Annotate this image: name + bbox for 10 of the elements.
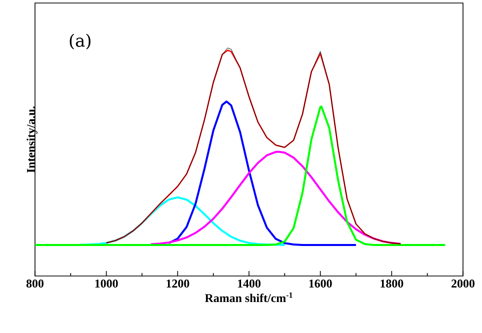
x-tick-label: 1000 — [95, 280, 118, 288]
x-tick-label: 800 — [26, 280, 44, 288]
y-axis-title: Intensity/a.u. — [26, 106, 38, 173]
x-tick-label: 1400 — [238, 280, 260, 288]
x-tick-label: 1600 — [309, 280, 332, 288]
x-axis-title: Raman shift/cm$^{-1}$ — [204, 292, 292, 302]
x-tick-label: 2000 — [452, 280, 474, 288]
x-tick-label: 1800 — [380, 280, 404, 288]
x-tick-label: 1200 — [166, 280, 190, 288]
annotation: (a) — [70, 34, 90, 50]
